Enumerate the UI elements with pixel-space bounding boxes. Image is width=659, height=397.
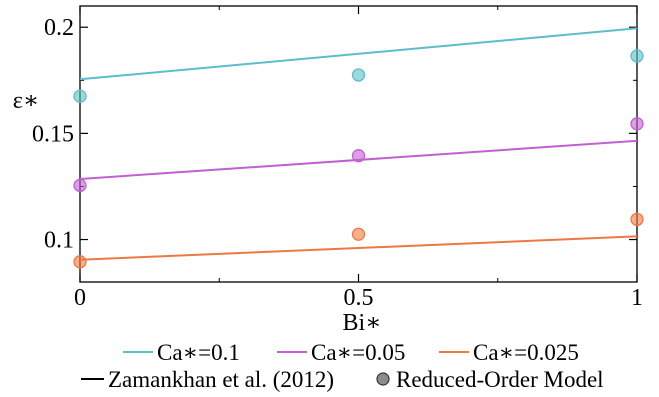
data-point-0-0 xyxy=(73,89,87,103)
series-lines xyxy=(79,27,638,261)
series-line-2 xyxy=(79,235,638,261)
y-axis-label: ε∗ xyxy=(13,88,39,114)
series-points xyxy=(73,49,644,269)
data-point-1-1 xyxy=(351,149,366,163)
y-tick-label: 0.15 xyxy=(32,121,74,147)
y-tick-label: 0.1 xyxy=(44,228,74,254)
legend-label-ca-0-1: Ca∗=0.1 xyxy=(157,340,240,365)
legend: Ca∗=0.1 Ca∗=0.05 Ca∗=0.025 Zamankhan et … xyxy=(81,340,604,392)
legend-label-reduced-order: Reduced-Order Model xyxy=(396,367,604,392)
data-point-2-0 xyxy=(73,255,87,269)
data-point-0-2 xyxy=(630,49,644,63)
series-line-0 xyxy=(79,27,638,81)
x-tick-label: 1 xyxy=(631,285,643,311)
y-tick-label: 0.2 xyxy=(44,15,74,41)
x-tick-label: 0.5 xyxy=(344,285,374,311)
legend-label-ca-0-025: Ca∗=0.025 xyxy=(473,340,579,365)
data-point-2-1 xyxy=(351,227,366,241)
data-point-1-0 xyxy=(73,178,87,193)
legend-label-ca-0-05: Ca∗=0.05 xyxy=(311,340,405,365)
data-point-1-2 xyxy=(630,117,644,131)
data-point-2-2 xyxy=(630,212,644,227)
data-point-0-1 xyxy=(351,68,366,82)
x-tick-label: 0 xyxy=(74,285,86,311)
axis-ticks: 0 0.5 1 0.1 0.15 0.2 xyxy=(32,6,643,311)
x-axis-label: Bi∗ xyxy=(343,310,382,336)
legend-swatch-reduced-order xyxy=(376,372,390,386)
legend-label-zamankhan: Zamankhan et al. (2012) xyxy=(108,367,334,392)
